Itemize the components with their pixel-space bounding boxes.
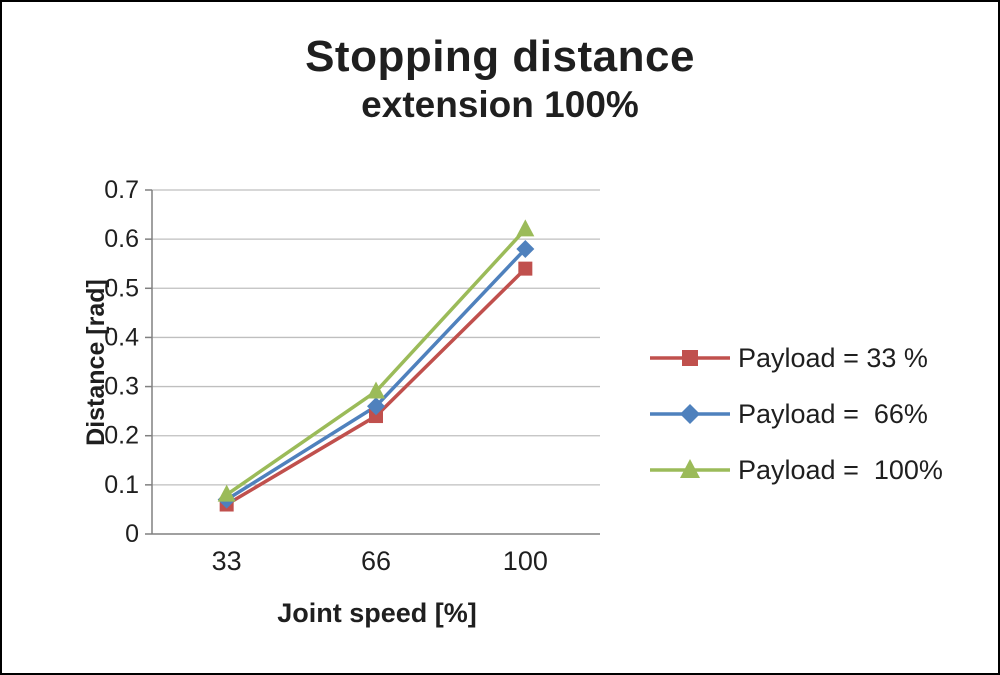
legend-marker — [682, 350, 698, 366]
data-point-marker-0 — [369, 409, 383, 424]
data-point-marker-2 — [367, 381, 385, 399]
x-tick-label: 100 — [503, 546, 548, 576]
legend-marker — [680, 459, 700, 478]
data-point-marker-1 — [367, 397, 385, 416]
legend-marker-diamond-icon — [650, 404, 730, 424]
data-point-marker-1 — [516, 239, 535, 258]
y-tick-label: 0.6 — [104, 225, 139, 253]
y-tick-label: 0.7 — [104, 176, 139, 204]
data-point-marker-2 — [217, 484, 236, 502]
y-tick-label: 0 — [125, 520, 139, 548]
x-tick-label: 66 — [361, 546, 391, 576]
legend-label-0: Payload = 33 % — [738, 342, 928, 373]
legend-item-0: Payload = 33 % — [648, 338, 998, 378]
y-tick-label: 0.5 — [104, 274, 139, 302]
legend-marker — [680, 404, 700, 424]
legend-marker-square-icon — [650, 350, 730, 366]
legend-label-1: Payload = 66% — [738, 398, 928, 429]
series-line-2 — [224, 227, 528, 497]
legend-marker-triangle-icon — [650, 459, 730, 478]
y-tick-label: 0.3 — [104, 373, 139, 401]
legend-item-1: Payload = 66% — [648, 394, 998, 434]
x-tick-label: 33 — [212, 546, 242, 576]
title-block: Stopping distance extension 100% — [2, 32, 998, 127]
y-axis-title: Distance [rad] — [78, 190, 114, 534]
chart-subtitle: extension 100% — [361, 83, 639, 125]
chart-title: Stopping distance — [305, 32, 695, 81]
y-tick-label: 0.4 — [104, 323, 139, 351]
x-axis-title: Joint speed [%] — [277, 598, 477, 628]
data-point-marker-0 — [518, 261, 533, 276]
legend: Payload = 33 % Payload = 66% Payload = 100… — [648, 338, 998, 490]
legend-label-2: Payload = 100% — [738, 454, 943, 485]
y-tick-label: 0.2 — [104, 422, 139, 450]
data-point-marker-2 — [516, 219, 535, 237]
y-axis-title-text: Distance [rad] — [81, 278, 110, 446]
y-tick-label: 0.1 — [104, 471, 139, 499]
legend-item-2: Payload = 100% — [648, 450, 998, 490]
